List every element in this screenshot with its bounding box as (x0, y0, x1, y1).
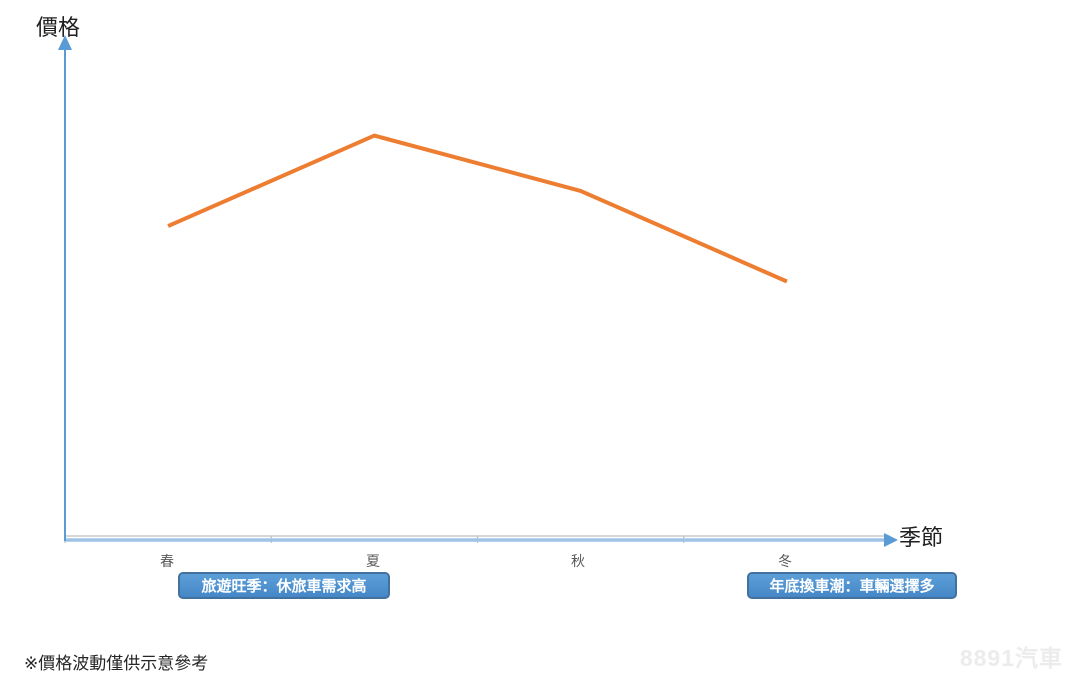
brand-watermark: 8891汽車 (959, 645, 1063, 671)
disclaimer-footnote: ※價格波動僅供示意參考 (24, 654, 209, 673)
y-axis-title: 價格 (36, 15, 81, 40)
y-axis-arrow (58, 35, 72, 541)
tick-label-winter: 冬 (778, 553, 792, 569)
tick-label-autumn: 秋 (571, 553, 585, 569)
x-axis-arrowhead-icon (884, 533, 898, 547)
annotation-badge-summer: 旅遊旺季：休旅車需求高 (178, 572, 390, 599)
x-axis-arrow (65, 533, 898, 547)
tick-label-summer: 夏 (366, 553, 380, 569)
y-axis-arrowhead-icon (58, 35, 72, 50)
tick-label-spring: 春 (160, 553, 174, 569)
x-axis-title: 季節 (899, 525, 944, 550)
annotation-badge-winter: 年底換車潮：車輛選擇多 (747, 572, 957, 599)
price-trend-line (167, 133, 788, 284)
